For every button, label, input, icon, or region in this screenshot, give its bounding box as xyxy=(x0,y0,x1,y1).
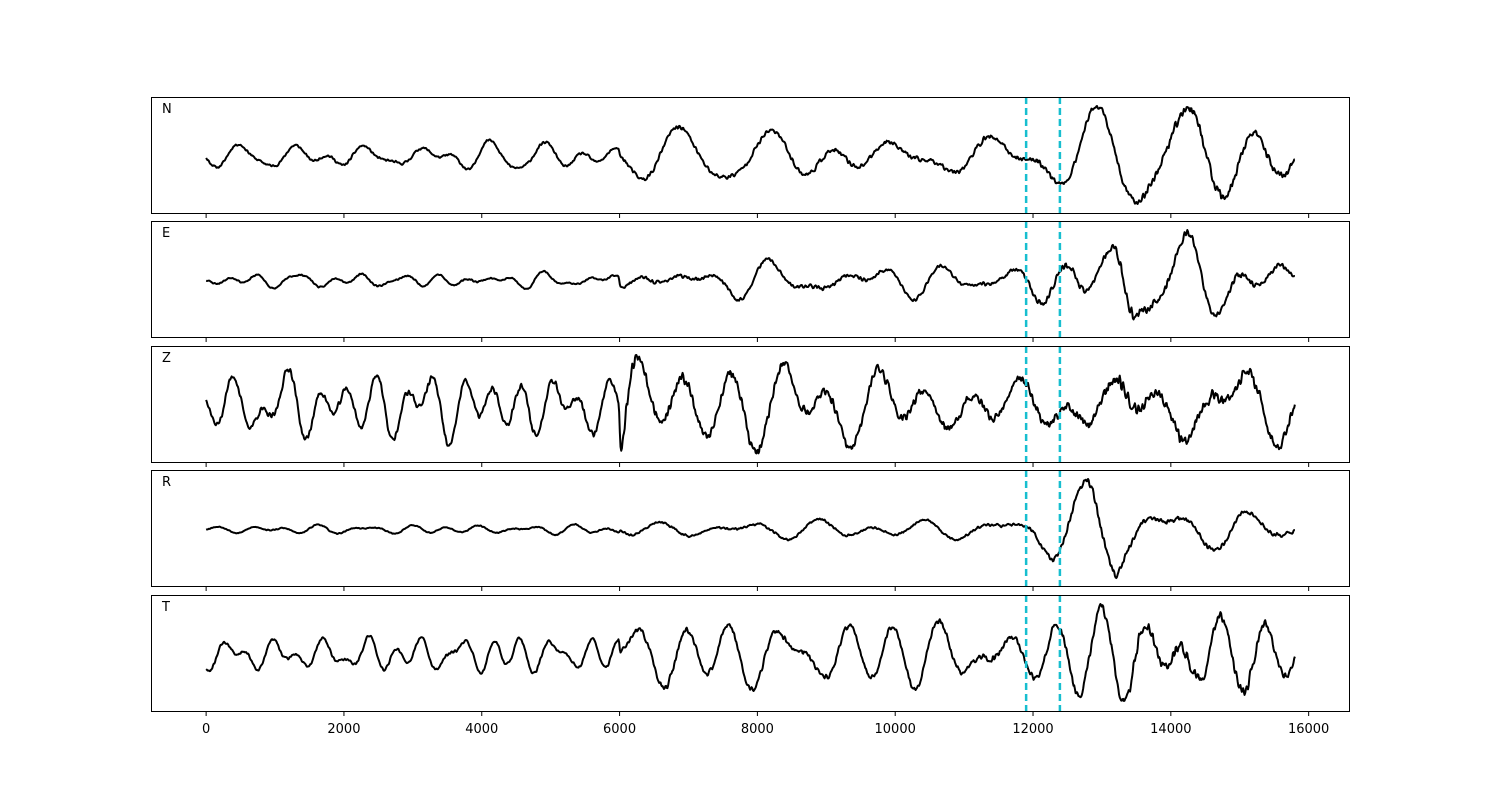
panel-r: R xyxy=(151,470,1350,591)
x-tick-label: 2000 xyxy=(327,722,360,737)
channel-label-e: E xyxy=(162,226,170,241)
channel-label-n: N xyxy=(162,102,172,117)
panel-frame xyxy=(151,221,1350,338)
x-tick-label: 0 xyxy=(202,722,210,737)
panel-frame xyxy=(151,97,1350,214)
panel-n: N xyxy=(151,97,1350,218)
waveform-line-r xyxy=(205,478,1296,580)
x-tick-label: 14000 xyxy=(1150,722,1191,737)
panel-frame xyxy=(151,595,1350,712)
waveform-line-e xyxy=(205,229,1296,321)
channel-label-r: R xyxy=(162,475,171,490)
channel-label-t: T xyxy=(161,600,170,615)
panel-e: E xyxy=(151,221,1350,342)
x-tick-label: 16000 xyxy=(1288,722,1329,737)
channel-label-z: Z xyxy=(162,351,171,366)
waveform-line-n xyxy=(205,105,1296,205)
x-tick-label: 4000 xyxy=(465,722,498,737)
x-tick-label: 12000 xyxy=(1012,722,1053,737)
x-tick-label: 10000 xyxy=(875,722,916,737)
waveform-line-t xyxy=(205,603,1296,702)
panel-frame xyxy=(151,346,1350,463)
x-tick-label: 8000 xyxy=(741,722,774,737)
panel-t: T xyxy=(151,595,1350,716)
waveform-line-z xyxy=(205,354,1296,455)
panel-frame xyxy=(151,470,1350,587)
x-tick-label: 6000 xyxy=(603,722,636,737)
panel-z: Z xyxy=(151,346,1350,467)
